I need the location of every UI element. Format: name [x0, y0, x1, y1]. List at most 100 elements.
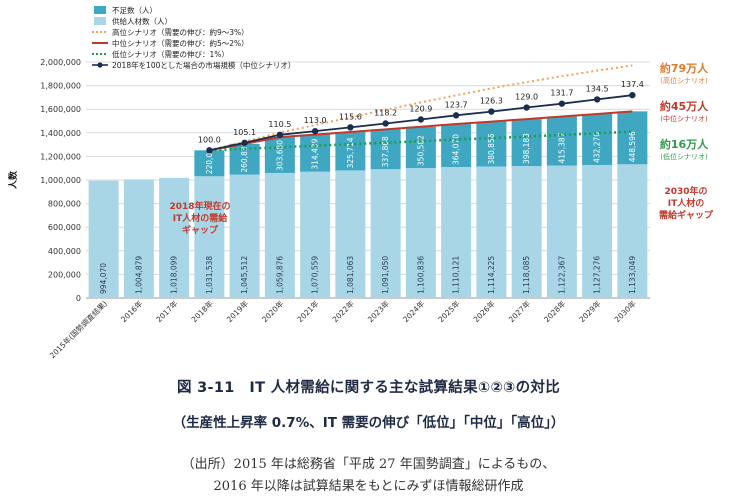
x-tick-label: 2021年: [295, 298, 321, 324]
market-size-point: [311, 127, 319, 135]
y-tick-label: 2,000,000: [40, 58, 81, 67]
shortage-value-label: 432,270: [593, 132, 602, 163]
gap-2030-annotation: 2030年の: [664, 185, 707, 197]
x-tick-label: 2025年: [436, 298, 462, 324]
y-tick-label: 400,000: [48, 247, 81, 256]
shortage-bar: [194, 150, 225, 177]
y-axis-label: 人数: [7, 170, 19, 190]
shortage-value-label: 314,439: [311, 138, 320, 169]
market-size-point: [452, 112, 460, 119]
supply-bar: [229, 174, 260, 298]
y-tick-label: 1,600,000: [40, 105, 81, 114]
x-tick-label: 2027年: [506, 298, 532, 324]
low-scenario-callout: 約16万人: [660, 137, 709, 151]
supply-bar: [194, 176, 225, 298]
x-tick-label: 2020年: [259, 298, 285, 324]
y-tick-label: 800,000: [48, 200, 81, 209]
supply-value-label: 1,018,099: [170, 256, 179, 294]
shortage-bar: [300, 134, 331, 172]
market-size-point: [523, 104, 530, 111]
supply-value-label: 1,081,063: [346, 256, 355, 294]
shortage-value-label: 337,868: [381, 136, 390, 167]
supply-value-label: 1,059,876: [275, 256, 284, 294]
shortage-value-label: 325,714: [346, 137, 355, 168]
market-size-point: [488, 108, 495, 115]
supply-value-label: 1,114,225: [487, 256, 496, 294]
market-index-label: 120.9: [409, 104, 432, 113]
gap-2018-annotation: 2018年現在の: [169, 200, 230, 212]
shortage-bar: [582, 113, 613, 165]
shortage-value-label: 398,183: [522, 133, 531, 164]
market-index-label: 113.0: [304, 116, 327, 125]
supply-value-label: 1,127,276: [593, 256, 602, 294]
gap-2030-annotation: 需給ギャップ: [659, 209, 714, 221]
legend-label: 2018年を100とした場合の市場規模（中位シナリオ）: [112, 60, 295, 70]
gap-2018-annotation: ギャップ: [182, 224, 219, 236]
x-tick-label: 2028年: [541, 298, 567, 324]
supply-value-label: 1,100,836: [416, 256, 425, 294]
x-tick-label: 2029年: [577, 298, 603, 324]
supply-value-label: 1,045,512: [240, 256, 249, 294]
supply-value-label: 994,070: [99, 263, 108, 294]
gap-2030-annotation: IT人材の: [668, 197, 705, 209]
market-index-label: 100.0: [198, 135, 221, 144]
market-size-point: [629, 91, 636, 99]
supply-bar: [405, 168, 436, 298]
supply-value-label: 1,070,559: [311, 256, 320, 294]
supply-value-label: 1,004,879: [134, 256, 143, 294]
market-index-label: 137.4: [621, 80, 644, 89]
market-index-label: 131.7: [550, 89, 573, 98]
supply-value-label: 1,122,367: [557, 256, 566, 294]
shortage-value-label: 220,000: [205, 143, 214, 174]
x-tick-label: 2018年: [189, 298, 215, 324]
x-tick-label: 2030年: [612, 298, 638, 324]
mid-scenario-callout-label: (中位シナリオ): [660, 114, 708, 123]
supply-bar: [159, 177, 190, 298]
market-size-point: [206, 147, 213, 154]
high-scenario-callout: 約79万人: [660, 61, 709, 75]
chart: 0 200,000 400,000 600,000 800,000 1,000,000 1,…: [7, 5, 714, 360]
shortage-bar: [617, 111, 648, 165]
source-note-line-2: 2016 年以降は試算結果をもとにみずほ情報総研作成: [213, 479, 524, 494]
supply-value-label: 1,031,538: [205, 256, 214, 294]
shortage-value-label: 260,835: [240, 141, 249, 172]
supply-bar: [476, 166, 507, 298]
x-tick-label: 2016年: [118, 298, 144, 324]
shortage-bar: [264, 137, 295, 173]
y-tick-label: 600,000: [48, 223, 81, 232]
legend-label: 高位シナリオ（需要の伸び：約9～3%）: [112, 27, 249, 37]
market-index-label: 126.3: [480, 97, 503, 106]
mid-scenario-callout: 約45万人: [660, 99, 709, 113]
supply-value-label: 1,118,085: [522, 256, 531, 294]
shortage-bar: [511, 119, 542, 167]
shortage-bar: [546, 116, 577, 166]
shortage-bar: [405, 126, 436, 169]
shortage-value-label: 303,680: [275, 140, 284, 171]
source-note-line-1: （出所）2015 年は総務省「平成 27 年国勢調査」によるもの、: [181, 457, 556, 472]
supply-bar: [300, 171, 331, 298]
gap-2018-annotation: IT人材の需給: [173, 212, 228, 224]
market-index-label: 134.5: [586, 84, 609, 93]
high-scenario-line: [209, 64, 633, 152]
supply-value-label: 1,091,050: [381, 256, 390, 294]
market-index-label: 123.7: [445, 100, 468, 109]
legend-label: 供給人材数（人）: [112, 16, 172, 26]
shortage-bar: [370, 129, 401, 170]
figure-title: 図 3-11 IT 人材需給に関する主な試算結果①②③の対比: [177, 380, 560, 396]
market-index-label: 110.5: [268, 120, 291, 129]
supply-bar: [123, 179, 154, 298]
market-size-point: [558, 100, 566, 107]
y-tick-label: 0: [76, 294, 81, 303]
market-size-point: [382, 120, 389, 127]
x-tick-label: 2017年: [154, 298, 180, 324]
supply-bar: [370, 169, 401, 298]
legend-swatch: [94, 17, 106, 25]
supply-value-label: 1,133,049: [628, 256, 637, 294]
x-tick-label: 2026年: [471, 298, 497, 324]
x-tick-label: 2019年: [224, 298, 250, 324]
shortage-value-label: 448,596: [628, 131, 637, 162]
legend-marker: [97, 62, 103, 68]
supply-bar: [335, 170, 366, 298]
supply-bar: [264, 172, 295, 298]
shortage-value-label: 364,070: [452, 134, 461, 165]
